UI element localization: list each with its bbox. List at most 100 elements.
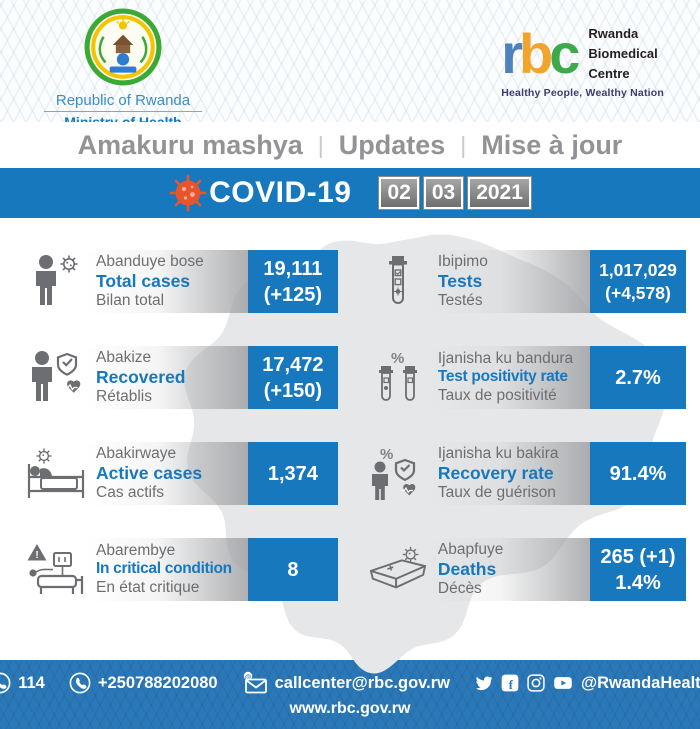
coffin-virus-icon: [368, 545, 428, 595]
stat-labels: Ibipimo Tests Testés: [427, 250, 590, 313]
rbc-tagline: Healthy People, Wealthy Nation: [501, 87, 664, 100]
label-english: Deaths: [437, 559, 497, 580]
social-handle[interactable]: @RwandaHealth: [580, 673, 700, 692]
rbc-letter-r: r: [501, 22, 523, 86]
footer-contacts: 114 +250788202080 @ callcenter@rbc.gov.r…: [0, 660, 700, 695]
rbc-letter-c: c: [549, 22, 580, 86]
test-tubes-percent-icon: %: [368, 350, 428, 406]
covid-title: COVID-19: [209, 176, 352, 209]
test-tube-icon: [368, 254, 428, 310]
rwanda-coat-of-arms-icon: [84, 8, 162, 86]
date-day: 02: [379, 176, 419, 210]
footer: 114 +250788202080 @ callcenter@rbc.gov.r…: [0, 660, 700, 729]
label-kinyarwanda: Abakirwaye: [96, 444, 177, 462]
stat-labels: Abarembye In critical condition En état …: [86, 538, 248, 601]
label-kinyarwanda: Ijanisha ku bandura: [437, 350, 574, 368]
svg-text:@: @: [244, 674, 250, 681]
title-english: Updates: [338, 129, 446, 160]
stat-value-box: 17,472 (+150): [247, 346, 338, 409]
label-kinyarwanda: Abanduye bose: [96, 252, 204, 270]
date: 02 03 2021: [379, 176, 531, 210]
label-english: Recovery rate: [437, 463, 554, 484]
stat-labels: Ijanisha ku bandura Test positivity rate…: [427, 346, 590, 409]
label-french: Taux de positivité: [437, 386, 557, 404]
stat-tests: Ibipimo Tests Testés 1,017,029 (+4,578): [368, 250, 686, 313]
instagram-icon[interactable]: [526, 673, 546, 693]
label-english: Tests: [437, 271, 483, 292]
covid-banner: COVID-19 02 03 2021: [0, 168, 700, 218]
label-french: Taux de guérison: [437, 483, 556, 501]
label-kinyarwanda: Abakize: [96, 348, 152, 366]
svg-text:!: !: [35, 550, 38, 561]
rbc-logo: rbc: [501, 26, 580, 82]
stat-labels: Abapfuye Deaths Décès: [427, 538, 590, 601]
separator: |: [460, 131, 467, 158]
updates-title-bar: Amakuru mashya | Updates | Mise à jour: [0, 122, 700, 168]
title-kinyarwanda: Amakuru mashya: [77, 129, 303, 160]
phone[interactable]: +250788202080: [69, 672, 218, 694]
stat-value-box: 91.4%: [590, 442, 686, 505]
header: Republic of Rwanda Ministry of Health rb…: [0, 0, 700, 130]
stat-value-box: 1,017,029 (+4,578): [590, 250, 686, 313]
stat-value-box: 19,111 (+125): [247, 250, 338, 313]
person-virus-icon: [26, 254, 86, 310]
label-french: Rétablis: [96, 387, 152, 405]
stat-active-cases: Abakirwaye Active cases Cas actifs 1,374: [26, 442, 338, 505]
whatsapp-icon: [69, 672, 91, 694]
stat-critical-condition: ! Abarembye In critical condition En éta…: [26, 538, 338, 601]
stat-labels: Abakize Recovered Rétablis: [86, 346, 248, 409]
youtube-icon[interactable]: [552, 673, 574, 693]
stat-recovery-rate: % Ijanisha ku bakira Recovery rate Taux …: [368, 442, 686, 505]
svg-text:%: %: [380, 446, 393, 463]
label-kinyarwanda: Abapfuye: [437, 540, 504, 558]
stat-total-cases: Abanduye bose Total cases Bilan total 19…: [26, 250, 338, 313]
rbc-logo-block: rbc Rwanda Biomedical Centre Healthy Peo…: [501, 24, 664, 100]
stat-deaths: Abapfuye Deaths Décès 265 (+1) 1.4%: [368, 538, 686, 601]
stat-recovered: Abakize Recovered Rétablis 17,472 (+150): [26, 346, 338, 409]
person-shield-heart-icon: [26, 350, 86, 406]
date-year: 2021: [468, 176, 531, 210]
label-english: Test positivity rate: [437, 368, 568, 386]
hotline-number: 114: [18, 673, 45, 692]
divider: [44, 111, 202, 112]
separator: |: [317, 131, 324, 158]
email[interactable]: @ callcenter@rbc.gov.rw: [242, 671, 450, 695]
website[interactable]: www.rbc.gov.rw: [289, 700, 411, 717]
stat-value-box: 265 (+1) 1.4%: [590, 538, 686, 601]
government-logo-block: Republic of Rwanda Ministry of Health: [28, 8, 218, 130]
label-kinyarwanda: Abarembye: [96, 542, 176, 560]
email-icon: @: [243, 671, 267, 694]
label-english: Recovered: [96, 367, 186, 388]
stat-labels: Abanduye bose Total cases Bilan total: [86, 250, 248, 313]
label-french: Bilan total: [96, 291, 165, 309]
republic-label: Republic of Rwanda: [55, 92, 191, 109]
phone-circle-icon: [0, 672, 11, 694]
label-kinyarwanda: Ijanisha ku bakira: [437, 444, 559, 462]
svg-text:%: %: [391, 350, 404, 367]
stats-section: Abanduye bose Total cases Bilan total 19…: [0, 218, 700, 674]
stats-grid: Abanduye bose Total cases Bilan total 19…: [26, 250, 686, 601]
stat-test-positivity: %: [368, 346, 686, 409]
warning-icu-bed-icon: !: [26, 542, 86, 598]
label-english: Total cases: [96, 271, 191, 292]
label-french: Cas actifs: [96, 483, 165, 501]
stat-value-box: 8: [247, 538, 338, 601]
label-english: Active cases: [96, 463, 203, 484]
stat-labels: Abakirwaye Active cases Cas actifs: [86, 442, 248, 505]
label-french: Testés: [437, 291, 483, 309]
label-english: In critical condition: [96, 560, 232, 578]
facebook-icon[interactable]: f: [500, 673, 520, 693]
phone-number: +250788202080: [97, 673, 218, 692]
stat-value-box: 2.7%: [590, 346, 686, 409]
stat-value-box: 1,374: [247, 442, 338, 505]
hotline[interactable]: 114: [0, 672, 45, 694]
rbc-name: Rwanda Biomedical Centre: [588, 26, 658, 82]
svg-text:f: f: [509, 678, 514, 692]
virus-icon: [169, 174, 207, 212]
twitter-icon[interactable]: [474, 673, 494, 693]
date-month: 03: [423, 176, 464, 210]
person-shield-percent-icon: %: [368, 446, 428, 502]
title-french: Mise à jour: [481, 129, 623, 160]
patient-bed-virus-icon: [26, 447, 86, 501]
